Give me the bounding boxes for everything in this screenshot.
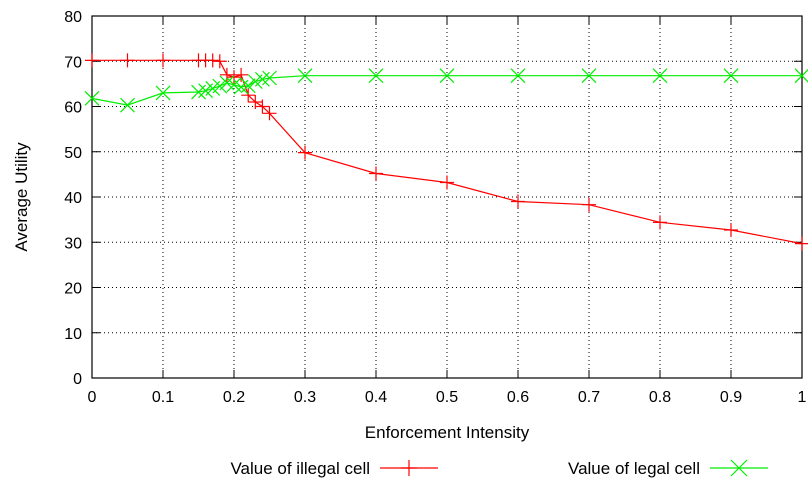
data-point-plus	[120, 53, 135, 68]
x-tick-label: 1	[798, 389, 807, 406]
data-point-plus	[85, 53, 99, 68]
data-point-cross	[723, 68, 739, 84]
data-point-plus	[369, 166, 383, 181]
x-tick-label: 0.2	[223, 389, 245, 406]
legend-item-2: Value of legal cell	[568, 459, 768, 478]
data-point-plus	[156, 53, 170, 68]
y-tick-label: 50	[64, 145, 82, 162]
legend-label: Value of legal cell	[568, 459, 700, 478]
y-tick-label: 70	[64, 54, 82, 71]
y-axis-label: Average Utility	[12, 142, 31, 252]
y-tick-label: 10	[64, 326, 82, 343]
data-point-cross	[155, 85, 171, 101]
data-point-plus	[234, 67, 249, 82]
data-point-plus	[255, 99, 270, 114]
data-point-plus	[205, 53, 220, 68]
axis-ticks: 0 10 20 30 40 50 60 70 80 0 0.1 0.2 0.3 0.4 0.5 0.6 0.7 0…	[64, 9, 806, 406]
x-tick-label: 0.9	[720, 389, 742, 406]
data-point-cross	[730, 459, 748, 477]
grid	[92, 16, 802, 378]
x-tick-label: 0.7	[578, 389, 600, 406]
data-point-plus	[653, 215, 667, 230]
data-point-plus	[795, 236, 808, 251]
data-point-cross	[794, 68, 808, 84]
data-point-plus	[440, 175, 454, 190]
data-point-cross	[84, 90, 100, 106]
legend-label: Value of illegal cell	[230, 459, 370, 478]
data-point-cross	[581, 68, 597, 84]
y-tick-label: 20	[64, 281, 82, 298]
plot-frame	[91, 15, 803, 379]
y-tick-label: 80	[64, 9, 82, 26]
y-tick-label: 40	[64, 190, 82, 207]
data-point-plus	[227, 70, 241, 85]
data-point-plus	[724, 223, 738, 238]
data-point-cross	[510, 68, 526, 84]
data-point-plus	[262, 106, 277, 121]
data-point-plus	[212, 54, 227, 69]
y-tick-label: 60	[64, 100, 82, 117]
x-tick-label: 0.4	[365, 389, 387, 406]
data-point-cross	[297, 68, 313, 84]
x-tick-label: 0	[88, 389, 97, 406]
y-tick-label: 0	[73, 371, 82, 388]
data-point-cross	[240, 78, 256, 94]
data-point-cross	[191, 84, 206, 100]
data-point-cross	[368, 68, 384, 84]
data-point-cross	[652, 68, 668, 84]
data-point-cross	[439, 68, 455, 84]
y-tick-label: 30	[64, 235, 82, 252]
x-tick-label: 0.8	[649, 389, 671, 406]
x-tick-label: 0.3	[294, 389, 316, 406]
series-line	[91, 75, 802, 106]
x-tick-label: 0.1	[152, 389, 174, 406]
data-point-plus	[298, 145, 312, 160]
data-point-cross	[120, 97, 135, 113]
data-point-cross	[254, 71, 270, 87]
data-point-plus	[241, 88, 256, 103]
x-tick-label: 0.5	[436, 389, 458, 406]
data-point-plus	[401, 460, 417, 476]
data-point-cross	[233, 79, 249, 95]
legend-item-1: Value of illegal cell	[230, 459, 438, 478]
data-point-plus	[511, 194, 525, 209]
series-1	[85, 53, 808, 251]
series-2	[84, 68, 808, 113]
data-point-plus	[248, 94, 263, 109]
data-point-cross	[212, 78, 228, 94]
x-axis-label: Enforcement Intensity	[365, 423, 530, 442]
x-tick-label: 0.6	[507, 389, 529, 406]
data-point-cross	[262, 70, 277, 86]
legend: Value of illegal cell Value of legal cell	[230, 459, 768, 478]
series-layer	[84, 53, 808, 251]
data-point-plus	[582, 197, 596, 212]
